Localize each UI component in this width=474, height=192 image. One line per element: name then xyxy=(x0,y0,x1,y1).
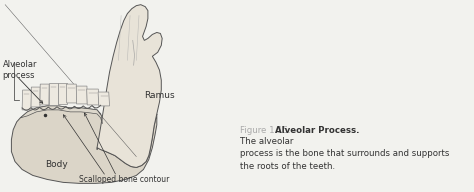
Polygon shape xyxy=(98,92,109,106)
Text: Body: Body xyxy=(45,160,67,169)
Polygon shape xyxy=(97,5,162,167)
Polygon shape xyxy=(11,106,157,183)
Text: The alveolar
process is the bone that surrounds and supports
the roots of the te: The alveolar process is the bone that su… xyxy=(240,137,449,171)
Polygon shape xyxy=(40,84,49,105)
Polygon shape xyxy=(31,87,40,107)
Polygon shape xyxy=(76,86,87,104)
Polygon shape xyxy=(20,106,102,124)
Text: Figure 1.15.: Figure 1.15. xyxy=(240,126,293,135)
Text: Alveolar Process.: Alveolar Process. xyxy=(275,126,360,135)
Polygon shape xyxy=(87,89,99,105)
Text: Scalloped bone contour: Scalloped bone contour xyxy=(79,175,169,184)
Polygon shape xyxy=(49,83,58,105)
Polygon shape xyxy=(66,84,76,103)
Polygon shape xyxy=(58,83,67,104)
Text: Alveolar
process: Alveolar process xyxy=(2,60,37,80)
Text: Ramus: Ramus xyxy=(144,90,175,99)
Polygon shape xyxy=(22,90,32,110)
